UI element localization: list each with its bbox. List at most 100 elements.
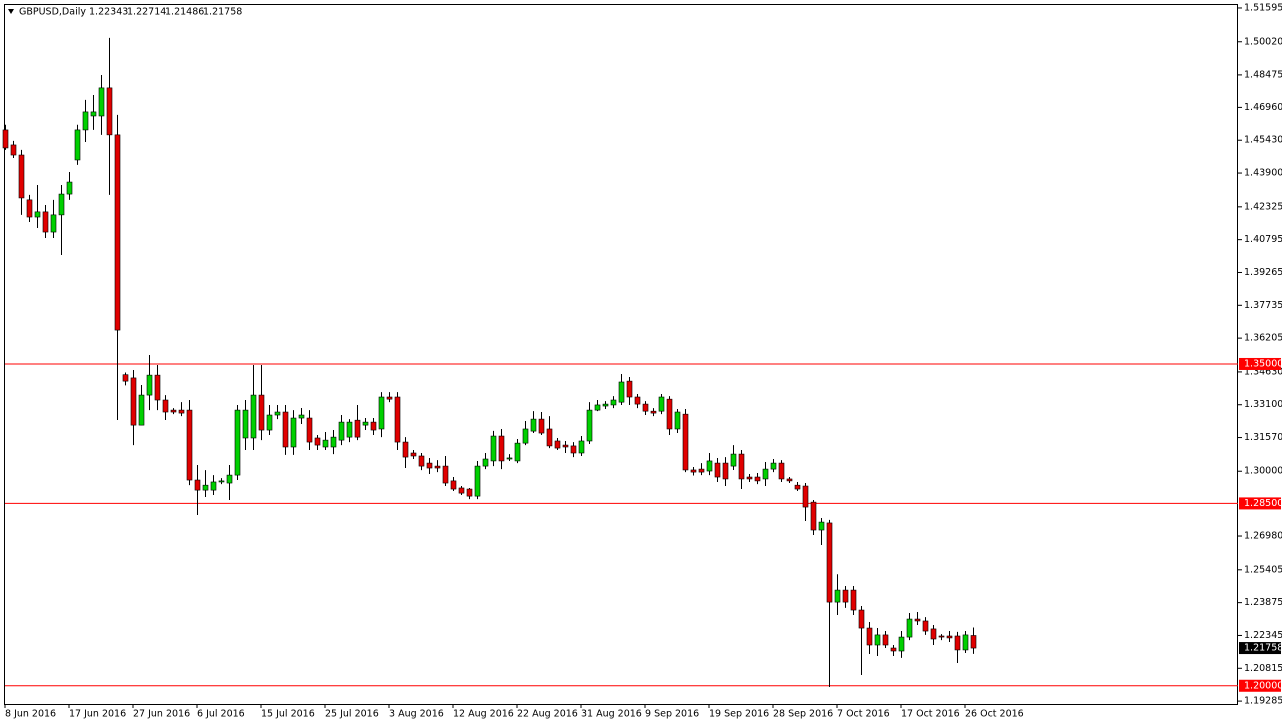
x-tick-label: 7 Oct 2016	[837, 709, 890, 720]
candle-body	[610, 399, 617, 406]
candle-body	[882, 634, 889, 646]
candle-body	[570, 445, 577, 454]
y-tick-label: 1.33100	[1244, 399, 1282, 410]
candle-body	[858, 609, 865, 629]
candle-body	[282, 411, 289, 448]
candle-body	[698, 468, 705, 473]
y-tick-label: 1.26980	[1244, 531, 1282, 542]
candle-body	[114, 134, 121, 331]
last-price-tag	[1239, 642, 1281, 655]
candle-body	[962, 634, 969, 651]
open-label: 1.22343	[89, 7, 128, 18]
candle-body	[290, 417, 297, 448]
symbol-label: GBPUSD,Daily	[19, 7, 86, 18]
candle-body	[178, 409, 185, 414]
candle-body	[642, 403, 649, 412]
high-label: 1.22714	[127, 7, 166, 18]
x-tick-label: 15 Jul 2016	[261, 709, 315, 720]
candle-body	[530, 418, 537, 432]
y-tick-label: 1.39265	[1244, 267, 1282, 278]
x-tick-label: 17 Oct 2016	[901, 709, 960, 720]
candle-body	[794, 484, 801, 490]
candle-body	[538, 418, 545, 434]
candle-body	[386, 396, 393, 400]
x-tick-label: 8 Jun 2016	[5, 709, 56, 720]
candle-body	[786, 478, 793, 482]
candle-body	[258, 394, 265, 431]
candle-body	[250, 394, 257, 439]
price-tag-label: 1.35000	[1244, 358, 1282, 369]
candle-body	[370, 421, 377, 431]
x-tick-label: 9 Sep 2016	[645, 709, 699, 720]
x-tick-label: 27 Jun 2016	[133, 709, 190, 720]
candle-body	[898, 636, 905, 652]
candle-body	[42, 211, 49, 233]
candle-body	[82, 111, 89, 131]
candle-body	[146, 374, 153, 396]
candle-body	[122, 374, 129, 382]
candle-body	[658, 396, 665, 412]
candle-body	[306, 417, 313, 443]
close-label: 1.21758	[203, 7, 242, 18]
candle-body	[954, 635, 961, 651]
candle-body	[850, 589, 857, 611]
candle-body	[482, 458, 489, 467]
candle-body	[226, 474, 233, 484]
y-tick-label: 1.45430	[1244, 135, 1282, 146]
candle-body	[522, 428, 529, 444]
candle-body	[266, 414, 273, 431]
x-tick-label: 12 Aug 2016	[453, 709, 514, 720]
candle-body	[18, 154, 25, 199]
candle-body	[314, 437, 321, 446]
y-tick-label: 1.50020	[1244, 36, 1282, 47]
candle-body	[410, 452, 417, 457]
candle-body	[578, 440, 585, 454]
candle-body	[458, 487, 465, 494]
candle-body	[922, 620, 929, 632]
y-tick-label: 1.48475	[1244, 69, 1282, 80]
candle-body	[434, 465, 441, 469]
y-tick-label: 1.42325	[1244, 201, 1282, 212]
candle-body	[58, 193, 65, 216]
price-tag	[1239, 497, 1281, 510]
candle-body	[210, 481, 217, 491]
candle-body	[818, 521, 825, 531]
y-tick-label: 1.30000	[1244, 466, 1282, 477]
candle-body	[938, 635, 945, 638]
candle-body	[330, 436, 337, 448]
candle-body	[34, 211, 41, 218]
candle-body	[770, 462, 777, 470]
candle-body	[546, 428, 553, 447]
candle-body	[218, 480, 225, 483]
y-tick-label: 1.19285	[1244, 696, 1282, 707]
candle-body	[690, 469, 697, 473]
candle-body	[50, 214, 57, 233]
candle-body	[338, 421, 345, 441]
candle-body	[914, 618, 921, 622]
candle-body	[634, 396, 641, 405]
candle-body	[970, 635, 977, 649]
last-price-label: 1.21758	[1244, 643, 1282, 654]
menu-arrow[interactable]	[8, 9, 14, 14]
candle-body	[402, 441, 409, 458]
candle-body	[394, 396, 401, 443]
candle-body	[26, 199, 33, 218]
candle-body	[130, 377, 137, 426]
x-tick-label: 22 Aug 2016	[517, 709, 578, 720]
candle-body	[514, 442, 521, 462]
price-tag	[1239, 679, 1281, 692]
candle-body	[682, 413, 689, 471]
candle-body	[946, 635, 953, 639]
candle-body	[234, 409, 241, 476]
candle-body	[866, 627, 873, 646]
x-tick-label: 17 Jun 2016	[69, 709, 126, 720]
candle-body	[90, 111, 97, 117]
y-tick-label: 1.22345	[1244, 630, 1282, 641]
candle-body	[498, 435, 505, 462]
price-tag-label: 1.28500	[1244, 498, 1282, 509]
candle-body	[826, 522, 833, 603]
candle-body	[618, 381, 625, 403]
candle-body	[810, 501, 817, 531]
candle-body	[842, 589, 849, 603]
